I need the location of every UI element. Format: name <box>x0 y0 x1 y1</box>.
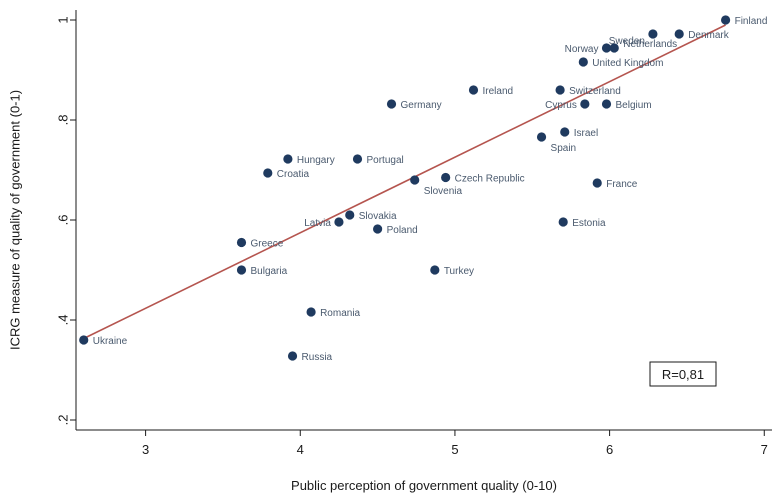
x-tick-label: 4 <box>297 442 304 457</box>
data-point <box>287 351 298 361</box>
data-point <box>352 154 363 164</box>
point-label: Poland <box>387 225 418 236</box>
point-label: Latvia <box>304 218 331 229</box>
data-point <box>674 29 684 39</box>
ticks: 3 4 5 6 7 .2 .4 .6 .8 1 <box>55 16 767 457</box>
point-label: France <box>606 179 638 190</box>
point-label: Sweden <box>609 36 645 47</box>
point-label: Hungary <box>297 155 335 166</box>
point-label: Russia <box>302 352 333 363</box>
y-tick-label: .8 <box>55 115 70 126</box>
point-label: Portugal <box>366 155 403 166</box>
data-point <box>334 217 344 227</box>
data-point <box>386 99 397 109</box>
data-point <box>430 265 440 275</box>
x-tick-label: 3 <box>142 442 149 457</box>
y-tick-label: .6 <box>55 215 70 226</box>
fit-line <box>83 24 726 340</box>
point-label: Spain <box>551 143 577 154</box>
data-point <box>236 265 247 275</box>
data-point <box>263 168 273 178</box>
y-axis-title: ICRG measure of quality of government (0… <box>7 90 22 350</box>
data-point <box>555 85 565 95</box>
data-point <box>578 57 588 67</box>
data-point <box>236 237 247 248</box>
data-point <box>560 127 570 137</box>
point-label: Finland <box>735 16 768 27</box>
point-labels: Finland Sweden Denmark Norway Netherlands Uni… <box>93 16 768 363</box>
y-tick-label: .2 <box>55 415 70 426</box>
point-label: Bulgaria <box>250 266 287 277</box>
data-point <box>592 178 602 188</box>
point-label: Germany <box>401 100 442 111</box>
point-label: Netherlands <box>623 39 677 50</box>
point-label: Israel <box>574 128 598 139</box>
point-label: Norway <box>565 44 599 55</box>
data-point <box>601 99 612 109</box>
fit-line-group <box>83 24 726 340</box>
data-point <box>601 43 612 53</box>
point-label: Cyprus <box>545 100 577 111</box>
data-point <box>558 217 568 227</box>
point-label: Greece <box>250 239 283 250</box>
data-point <box>536 132 547 142</box>
y-tick-label: 1 <box>55 16 70 23</box>
points <box>79 15 731 361</box>
annotation: R=0,81 <box>649 361 717 387</box>
point-label: Slovakia <box>359 211 397 222</box>
point-label: Belgium <box>616 100 652 111</box>
correlation-box <box>649 361 717 387</box>
point-label: Denmark <box>688 30 730 41</box>
x-tick-label: 7 <box>761 442 768 457</box>
data-point <box>345 210 355 220</box>
point-label: United Kingdom <box>592 58 663 69</box>
point-label: Turkey <box>444 266 474 277</box>
data-point <box>648 29 658 39</box>
x-tick-label: 5 <box>451 442 458 457</box>
point-label: Slovenia <box>424 186 463 197</box>
x-tick-label: 6 <box>606 442 613 457</box>
data-point <box>283 154 293 164</box>
point-label: Switzerland <box>569 86 621 97</box>
y-tick-label: .4 <box>55 315 70 326</box>
data-point <box>306 307 316 317</box>
data-point <box>468 85 479 95</box>
data-point <box>79 335 89 345</box>
correlation-text: R=0,81 <box>662 367 704 382</box>
data-point <box>721 15 731 25</box>
point-label: Czech Republic <box>455 174 525 185</box>
data-point <box>580 99 590 109</box>
point-label: Estonia <box>572 218 606 229</box>
data-point <box>410 175 420 185</box>
data-point <box>441 172 451 183</box>
point-label: Ukraine <box>93 336 128 347</box>
point-label: Croatia <box>277 169 310 180</box>
point-label: Romania <box>320 308 360 319</box>
data-point <box>373 224 383 234</box>
point-label: Ireland <box>482 86 513 97</box>
data-point <box>609 43 619 53</box>
x-axis-title: Public perception of government quality … <box>291 478 557 493</box>
